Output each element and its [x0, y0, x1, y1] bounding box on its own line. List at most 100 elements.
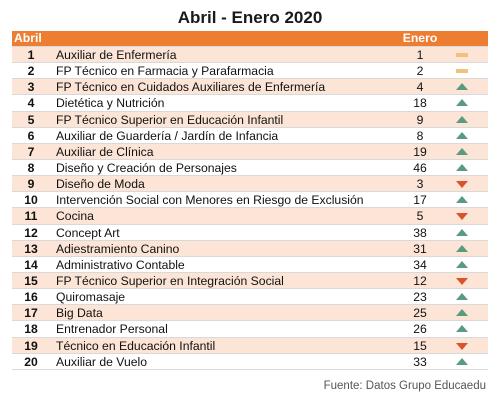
row-name: Adiestramiento Canino	[56, 241, 180, 256]
row-value: 26	[413, 322, 427, 337]
row-value: 46	[413, 160, 427, 175]
row-value: 8	[416, 128, 424, 143]
triangle-down-icon	[456, 277, 468, 285]
table-row: 11 Cocina 5	[12, 207, 488, 224]
row-rank: 1	[27, 48, 35, 62]
row-rank: 16	[24, 290, 38, 305]
row-rank: 3	[27, 80, 35, 95]
triangle-up-icon	[456, 115, 468, 123]
row-value: 1	[416, 48, 424, 62]
dash-icon	[456, 69, 468, 74]
triangle-up-icon	[456, 260, 468, 268]
table-row: 12 Concept Art 38	[12, 223, 488, 241]
row-name: Auxiliar de Clínica	[56, 144, 154, 159]
row-name: FP Técnico en Cuidados Auxiliares de Enf…	[56, 80, 326, 95]
triangle-up-icon	[456, 244, 468, 252]
row-value: 34	[413, 257, 427, 272]
row-trend	[452, 176, 472, 192]
row-name: Auxiliar de Vuelo	[56, 354, 148, 369]
row-rank: 7	[27, 144, 35, 159]
triangle-up-icon	[456, 163, 468, 171]
row-name: Entrenador Personal	[56, 322, 168, 337]
row-trend	[452, 79, 472, 95]
row-name: FP Técnico en Farmacia y Parafarmacia	[56, 64, 274, 79]
triangle-up-icon	[456, 83, 468, 91]
table-row: 6 Auxiliar de Guardería / Jardín de Infan…	[12, 126, 488, 144]
row-trend	[452, 257, 472, 273]
row-name: Administrativo Contable	[56, 257, 185, 272]
triangle-up-icon	[456, 147, 468, 155]
table-row: 8 Diseño y Creación de Personajes 46	[12, 158, 488, 175]
row-trend	[452, 144, 472, 160]
row-trend	[452, 241, 472, 257]
row-name: FP Técnico Superior en Educación Infanti…	[56, 112, 284, 127]
row-trend	[452, 63, 472, 79]
header-value: Enero	[402, 31, 438, 45]
triangle-down-icon	[456, 342, 468, 350]
table-row: 14 Administrativo Contable 34	[12, 255, 488, 273]
row-value: 18	[413, 96, 427, 111]
row-name: Cocina	[56, 209, 94, 224]
dash-icon	[456, 53, 468, 57]
row-trend	[452, 208, 472, 224]
row-trend	[452, 128, 472, 144]
table-row: 3 FP Técnico en Cuidados Auxiliares de En…	[12, 78, 488, 95]
row-name: Dietética y Nutrición	[56, 96, 165, 111]
row-trend	[452, 112, 472, 128]
row-trend	[452, 192, 472, 208]
row-trend	[452, 225, 472, 241]
row-value: 25	[413, 306, 427, 321]
table-row: 5 FP Técnico Superior en Educación Infant…	[12, 110, 488, 128]
row-value: 4	[416, 80, 424, 95]
table-row: 19 Técnico en Educación Infantil 15	[12, 336, 488, 354]
table-row: 16 Quiromasaje 23	[12, 288, 488, 304]
row-trend	[452, 321, 472, 337]
row-name: Intervención Social con Menores en Riesg…	[56, 193, 364, 208]
row-name: Big Data	[56, 306, 103, 321]
table-row: 10 Intervención Social con Menores en Rie…	[12, 191, 488, 207]
row-value: 5	[416, 209, 424, 224]
table-row: 20 Auxiliar de Vuelo 33	[12, 352, 488, 370]
row-rank: 9	[27, 177, 35, 192]
row-rank: 8	[27, 160, 35, 175]
row-value: 33	[413, 354, 427, 369]
table-row: 15 FP Técnico Superior en Integración Soc…	[12, 271, 488, 289]
triangle-up-icon	[456, 357, 468, 365]
row-name: FP Técnico Superior en Integración Socia…	[56, 273, 284, 288]
row-name: Diseño y Creación de Personajes	[56, 160, 237, 175]
row-rank: 10	[24, 193, 38, 208]
triangle-up-icon	[456, 99, 468, 107]
row-name: Quiromasaje	[56, 290, 126, 305]
row-name: Concept Art	[56, 225, 120, 240]
row-rank: 20	[24, 354, 38, 369]
triangle-up-icon	[456, 293, 468, 301]
table-row: 2 FP Técnico en Farmacia y Parafarmacia 2	[12, 62, 488, 78]
row-rank: 6	[27, 128, 35, 143]
source-note: Fuente: Datos Grupo Educaedu	[323, 380, 486, 392]
row-name: Auxiliar de Enfermería	[56, 48, 177, 62]
triangle-up-icon	[456, 196, 468, 204]
row-name: Diseño de Moda	[56, 177, 145, 192]
table-row: 9 Diseño de Moda 3	[12, 175, 488, 192]
triangle-up-icon	[456, 325, 468, 333]
row-trend	[452, 338, 472, 354]
row-rank: 19	[24, 338, 38, 353]
row-trend	[452, 305, 472, 321]
row-name: Técnico en Educación Infantil	[56, 338, 216, 353]
row-rank: 4	[27, 96, 35, 111]
ranking-table: Abril Enero 1 Auxiliar de Enfermería 1 2 FP …	[12, 31, 488, 370]
row-value: 15	[413, 338, 427, 353]
row-rank: 2	[27, 64, 35, 79]
row-name: Auxiliar de Guardería / Jardín de Infanc…	[56, 128, 279, 143]
row-rank: 13	[24, 241, 38, 256]
row-value: 19	[413, 144, 427, 159]
row-value: 12	[413, 273, 427, 288]
triangle-down-icon	[456, 181, 468, 189]
row-rank: 5	[27, 112, 35, 127]
row-trend	[452, 273, 472, 289]
row-rank: 11	[24, 209, 38, 224]
row-trend	[452, 354, 472, 370]
table-row: 1 Auxiliar de Enfermería 1	[12, 46, 488, 63]
triangle-up-icon	[456, 309, 468, 317]
row-trend	[452, 47, 472, 63]
